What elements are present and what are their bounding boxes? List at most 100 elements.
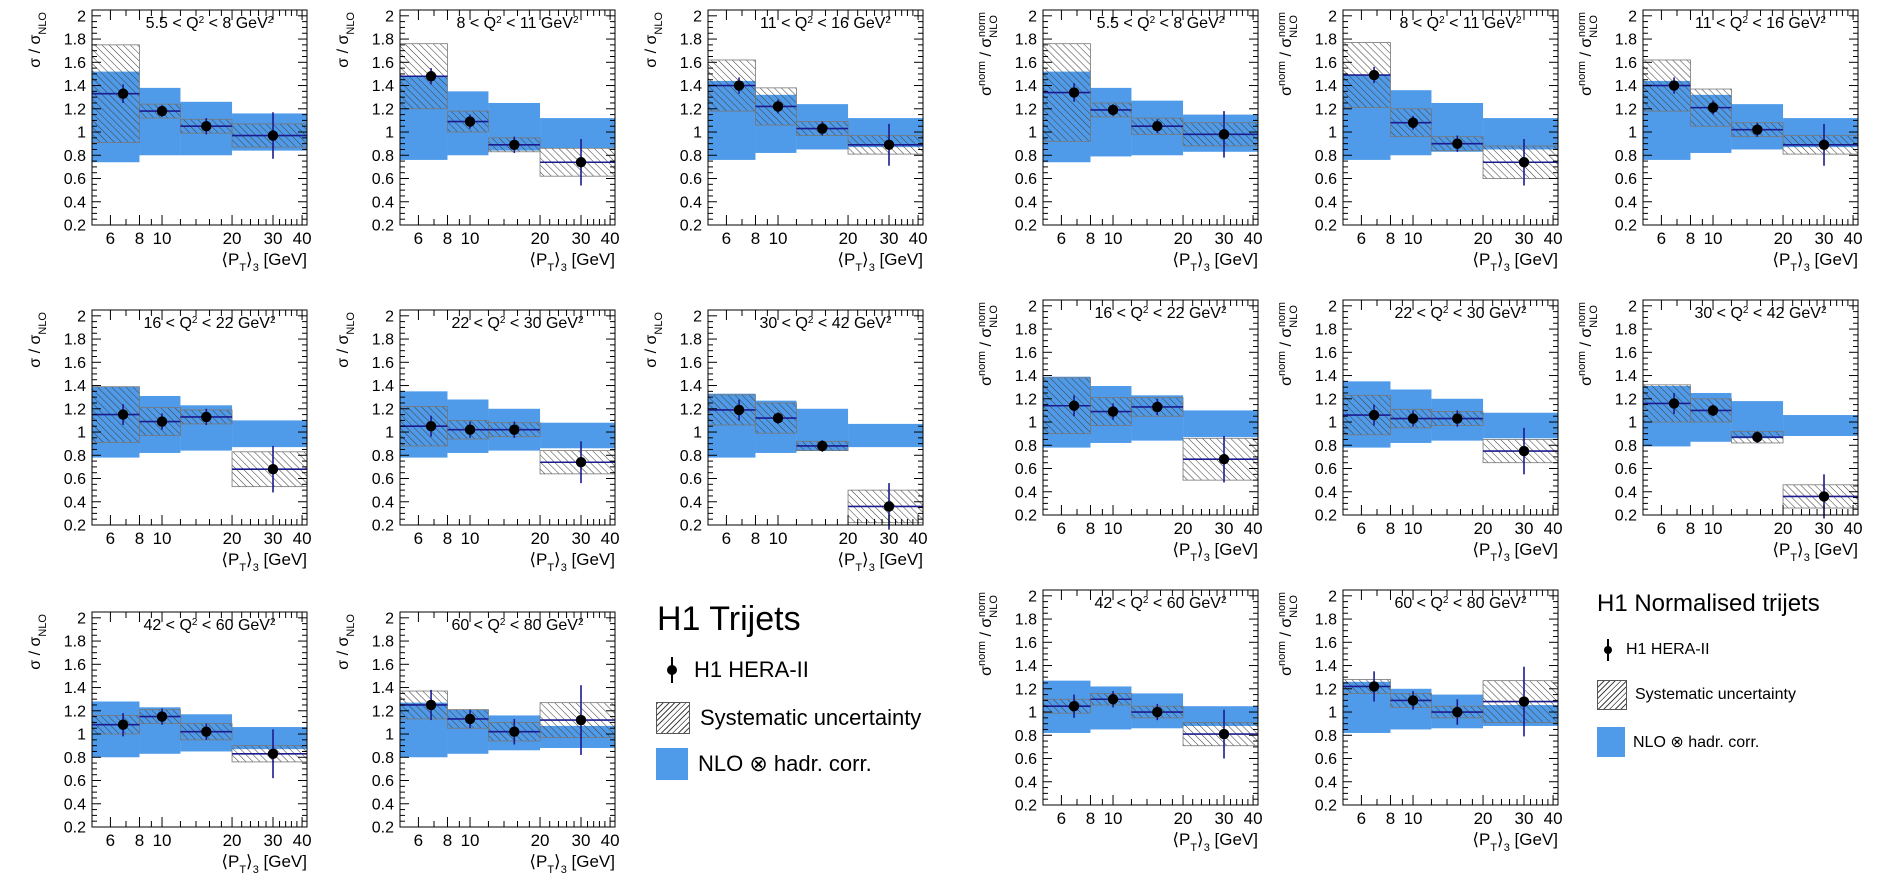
data-point xyxy=(509,139,520,151)
y-tick-label: 0.4 xyxy=(1615,194,1637,211)
x-tick-label: 40 xyxy=(293,229,312,248)
x-tick-label: 30 xyxy=(1515,229,1534,248)
y-tick-label: 0.2 xyxy=(372,820,394,837)
legend-left-data: H1 HERA-II xyxy=(662,655,809,685)
data-point xyxy=(267,748,279,759)
data-point xyxy=(201,411,212,423)
x-tick-label: 6 xyxy=(722,229,731,248)
data-point xyxy=(1107,104,1119,116)
plot-panel: 0.2 0.4 0.6 0.8 1 1.2 1.4 1.6 1.8 2 6 8 10 20 30 40 ⟨PT⟩… xyxy=(335,610,620,876)
x-axis-label: ⟨PT⟩3 [GeV] xyxy=(529,250,615,274)
data-point xyxy=(1518,696,1530,707)
y-tick-label: 1.6 xyxy=(1015,55,1037,72)
y-tick-label: 2 xyxy=(1628,298,1637,315)
y-tick-label: 0.2 xyxy=(680,218,702,235)
x-tick-label: 6 xyxy=(106,529,115,548)
x-tick-label: 40 xyxy=(293,529,312,548)
data-point xyxy=(1152,401,1163,413)
data-point xyxy=(1668,398,1680,409)
y-tick-label: 0.4 xyxy=(64,494,86,511)
plot-panel: 0.2 0.4 0.6 0.8 1 1.2 1.4 1.6 1.8 2 6 8 10 20 30 40 ⟨PT⟩… xyxy=(1276,8,1563,274)
y-tick-label: 0.8 xyxy=(64,750,86,767)
plot-frame xyxy=(91,309,308,526)
x-tick-label: 8 xyxy=(751,229,760,248)
y-tick-label: 1.6 xyxy=(372,55,394,72)
nlo-band xyxy=(1090,87,1132,157)
x-tick-label: 30 xyxy=(572,229,591,248)
plot-panel: 0.2 0.4 0.6 0.8 1 1.2 1.4 1.6 1.8 2 6 8 10 20 30 40 ⟨PT⟩… xyxy=(1576,298,1863,564)
plot-frame xyxy=(91,611,308,828)
y-tick-label: 1.8 xyxy=(372,634,394,651)
data-point xyxy=(1368,69,1380,81)
x-tick-label: 8 xyxy=(751,529,760,548)
x-tick-label: 10 xyxy=(769,229,788,248)
y-tick-label: 1.2 xyxy=(64,703,86,720)
panel-q2-label: 8 < Q2 < 11 GeV2 xyxy=(1399,15,1521,33)
y-tick-label: 0.8 xyxy=(1615,148,1637,165)
x-tick-label: 8 xyxy=(1086,229,1095,248)
band-swatch-icon xyxy=(656,748,688,780)
plot-panel: 0.2 0.4 0.6 0.8 1 1.2 1.4 1.6 1.8 2 6 8 10 20 30 40 ⟨PT⟩… xyxy=(1276,588,1563,854)
data-point xyxy=(509,424,520,435)
data-point xyxy=(772,412,784,424)
y-tick-label: 1.8 xyxy=(1315,32,1337,49)
y-tick-label: 0.2 xyxy=(64,820,86,837)
data-point xyxy=(1518,157,1530,168)
x-tick-label: 6 xyxy=(1057,519,1066,538)
y-tick-label: 1.2 xyxy=(680,401,702,418)
plot-panel: 0.2 0.4 0.6 0.8 1 1.2 1.4 1.6 1.8 2 6 8 10 20 30 40 ⟨PT⟩… xyxy=(976,588,1263,854)
y-tick-label: 0.6 xyxy=(1015,461,1037,478)
y-tick-label: 1.8 xyxy=(680,332,702,349)
y-axis-label: σnorm / σNLOnorm xyxy=(976,302,1000,386)
data-point xyxy=(1068,701,1080,712)
y-tick-label: 2 xyxy=(77,610,86,627)
x-tick-label: 8 xyxy=(1086,809,1095,828)
data-point xyxy=(156,711,168,722)
plot-frame xyxy=(399,611,616,828)
x-tick-label: 30 xyxy=(572,529,591,548)
y-tick-label: 2 xyxy=(1328,588,1337,605)
y-tick-label: 0.6 xyxy=(1015,171,1037,188)
x-tick-label: 30 xyxy=(1815,229,1834,248)
y-tick-label: 2 xyxy=(1028,298,1037,315)
x-tick-label: 40 xyxy=(601,831,620,850)
y-tick-label: 0.2 xyxy=(64,518,86,535)
panel-q2-label: 22 < Q2 < 30 GeV2 xyxy=(451,315,584,333)
data-point xyxy=(1752,431,1763,443)
x-axis-label: ⟨PT⟩3 [GeV] xyxy=(529,550,615,574)
x-tick-label: 6 xyxy=(1657,229,1666,248)
data-point xyxy=(575,714,587,726)
data-point xyxy=(156,416,168,427)
plot-frame xyxy=(1042,9,1259,226)
x-tick-label: 8 xyxy=(135,229,144,248)
data-point xyxy=(267,464,279,475)
y-tick-label: 0.8 xyxy=(680,448,702,465)
data-point xyxy=(117,88,129,99)
y-tick-label: 1.2 xyxy=(64,101,86,118)
y-tick-label: 2 xyxy=(693,8,702,25)
y-tick-label: 0.8 xyxy=(64,148,86,165)
x-tick-label: 20 xyxy=(223,831,242,850)
y-tick-label: 1.6 xyxy=(64,55,86,72)
x-tick-label: 30 xyxy=(264,229,283,248)
x-tick-label: 10 xyxy=(1104,229,1123,248)
x-tick-label: 6 xyxy=(106,831,115,850)
y-tick-label: 1 xyxy=(693,425,702,442)
panel-q2-label: 42 < Q2 < 60 GeV2 xyxy=(1094,595,1227,613)
y-tick-label: 0.4 xyxy=(680,494,702,511)
panel-q2-label: 22 < Q2 < 30 GeV2 xyxy=(1394,305,1527,323)
x-tick-label: 8 xyxy=(135,529,144,548)
y-tick-label: 0.2 xyxy=(64,218,86,235)
x-tick-label: 40 xyxy=(1544,809,1563,828)
y-axis-label: σnorm / σNLOnorm xyxy=(1276,12,1300,96)
x-tick-label: 10 xyxy=(1404,519,1423,538)
y-tick-label: 1.8 xyxy=(1015,612,1037,629)
y-tick-label: 1.6 xyxy=(372,657,394,674)
plot-frame xyxy=(91,9,308,226)
x-tick-label: 8 xyxy=(1686,229,1695,248)
y-tick-label: 0.6 xyxy=(372,171,394,188)
y-tick-label: 0.6 xyxy=(1315,751,1337,768)
y-tick-label: 1.4 xyxy=(1315,658,1337,675)
y-tick-label: 1.2 xyxy=(680,101,702,118)
x-tick-label: 6 xyxy=(1357,229,1366,248)
